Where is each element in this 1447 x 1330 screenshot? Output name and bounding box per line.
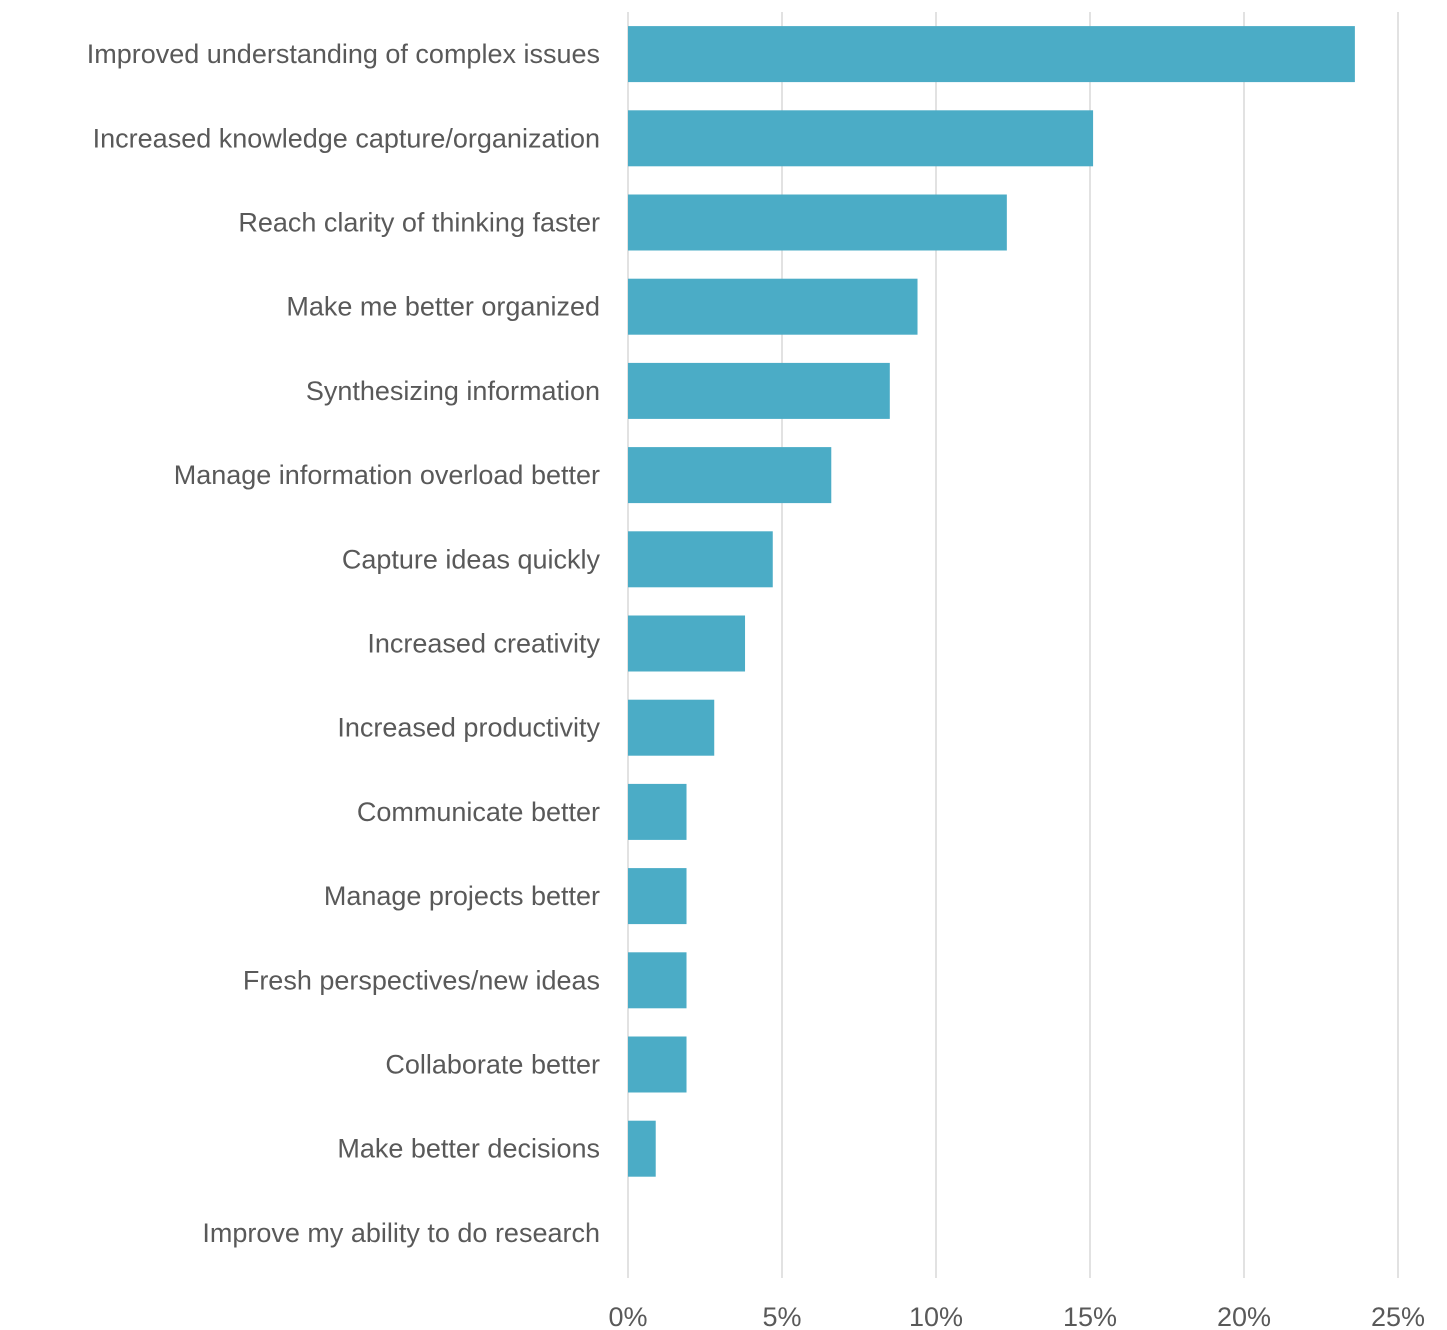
category-label-6: Capture ideas quickly (342, 544, 601, 574)
tick-label-0: 0% (608, 1302, 647, 1330)
bar-0 (628, 26, 1355, 83)
bar-12 (628, 1036, 687, 1093)
tick-label-25: 25% (1371, 1302, 1425, 1330)
bar-2 (628, 194, 1007, 251)
bar-10 (628, 868, 687, 925)
category-label-9: Communicate better (357, 797, 600, 827)
category-label-12: Collaborate better (385, 1050, 600, 1080)
tick-label-5: 5% (762, 1302, 801, 1330)
bar-9 (628, 783, 687, 840)
bar-8 (628, 699, 715, 756)
bar-6 (628, 531, 773, 588)
category-label-7: Increased creativity (367, 629, 600, 659)
bar-4 (628, 362, 890, 419)
tick-label-15: 15% (1063, 1302, 1117, 1330)
category-label-11: Fresh perspectives/new ideas (243, 965, 600, 995)
category-label-5: Manage information overload better (174, 460, 600, 490)
category-labels: Improved understanding of complex issues… (87, 39, 601, 1248)
tick-label-10: 10% (909, 1302, 963, 1330)
bars (628, 26, 1355, 1177)
bar-13 (628, 1120, 656, 1177)
bar-5 (628, 447, 832, 504)
category-label-8: Increased productivity (337, 713, 600, 743)
category-label-14: Improve my ability to do research (202, 1218, 600, 1248)
tick-label-20: 20% (1217, 1302, 1271, 1330)
tick-labels: 0% 5% 10% 15% 20% 25% (608, 1302, 1425, 1330)
bar-7 (628, 615, 746, 672)
category-label-1: Increased knowledge capture/organization (93, 123, 600, 153)
category-label-2: Reach clarity of thinking faster (238, 208, 600, 238)
category-label-10: Manage projects better (324, 881, 600, 911)
bar-1 (628, 110, 1094, 167)
category-label-4: Synthesizing information (306, 376, 600, 406)
category-label-0: Improved understanding of complex issues (87, 39, 600, 69)
category-label-13: Make better decisions (337, 1134, 600, 1164)
bar-11 (628, 952, 687, 1009)
category-label-3: Make me better organized (286, 292, 600, 322)
bar-3 (628, 278, 918, 335)
